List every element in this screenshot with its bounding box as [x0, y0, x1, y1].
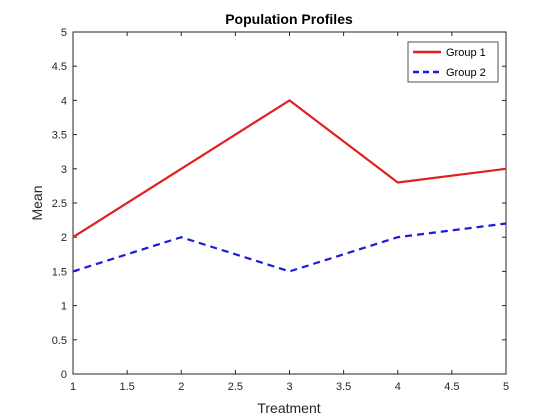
x-tick-label: 4.5	[444, 381, 459, 393]
x-tick-label: 1	[70, 381, 76, 393]
y-tick-label: 1	[61, 301, 67, 313]
x-tick-label: 4	[395, 381, 401, 393]
legend: Group 1 Group 2	[407, 41, 499, 83]
x-axis-title: Treatment	[257, 400, 320, 416]
series-line-group-1	[72, 99, 507, 239]
y-tick-label: 3.5	[52, 130, 67, 142]
x-tick-label: 2	[178, 381, 184, 393]
series-lines	[72, 99, 507, 273]
series-line-group-2	[72, 222, 507, 273]
x-tick-label: 3.5	[336, 381, 351, 393]
axis-ticks: 1 1.5 2 2.5 3 3.5 4 4.5 5 0 0.5 1 1.5 2 2.5 3 3.5 4 4.5 5	[52, 27, 509, 393]
y-tick-label: 2.5	[52, 198, 67, 210]
y-tick-label: 4	[61, 95, 67, 107]
y-tick-label: 5	[61, 27, 67, 39]
legend-box	[407, 41, 499, 83]
y-tick-label: 2	[61, 232, 67, 244]
y-tick-label: 4.5	[52, 61, 67, 73]
legend-label-group-1: Group 1	[446, 47, 486, 59]
y-tick-label: 0	[61, 369, 67, 381]
y-tick-label: 3	[61, 164, 67, 176]
plot-area	[72, 31, 507, 375]
y-tick-label: 0.5	[52, 335, 67, 347]
y-axis-title: Mean	[29, 185, 45, 220]
x-tick-label: 5	[503, 381, 509, 393]
legend-label-group-2: Group 2	[446, 67, 486, 79]
x-tick-label: 1.5	[119, 381, 134, 393]
x-tick-label: 3	[286, 381, 292, 393]
y-tick-label: 1.5	[52, 266, 67, 278]
x-tick-label: 2.5	[228, 381, 243, 393]
chart-title: Population Profiles	[225, 11, 353, 27]
